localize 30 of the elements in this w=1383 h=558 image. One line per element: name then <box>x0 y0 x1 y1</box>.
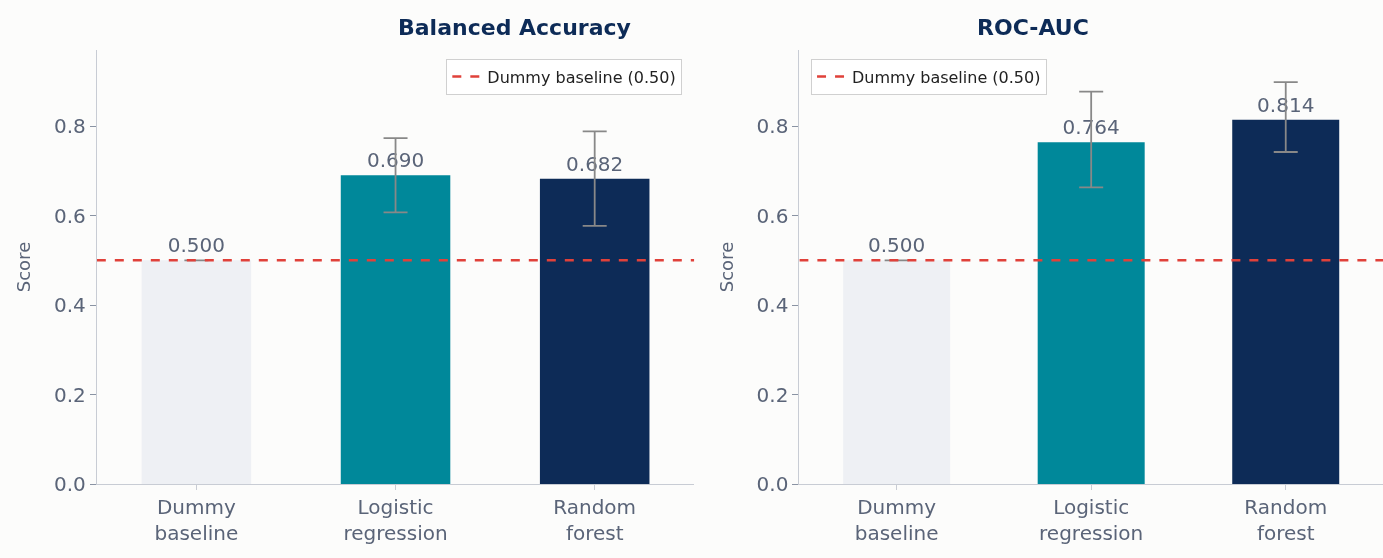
y-tick-label: 0.6 <box>54 203 86 228</box>
y-tick-label: 0.8 <box>54 114 86 139</box>
data-label: 0.500 <box>167 233 226 258</box>
bar <box>1037 142 1145 484</box>
bar <box>539 178 650 484</box>
x-tick-label: Logistic regression <box>343 495 448 545</box>
x-tick-label: Random forest <box>553 495 637 545</box>
x-tick-label: Random forest <box>1244 495 1328 545</box>
bar <box>843 260 951 484</box>
y-tick-label: 0.2 <box>756 382 789 407</box>
y-tick-label: 0.6 <box>756 203 789 228</box>
legend-label: Dummy baseline (0.50) <box>852 67 1041 87</box>
y-tick-label: 0.0 <box>54 472 86 496</box>
data-label: 0.500 <box>868 233 926 258</box>
legend-label: Dummy baseline (0.50) <box>487 67 676 87</box>
bar <box>141 260 252 484</box>
x-tick-label: Logistic regression <box>1039 495 1144 545</box>
x-tick-label: Dummy baseline <box>854 495 939 545</box>
y-tick-label: 0.4 <box>54 293 86 318</box>
x-tick-label: Dummy baseline <box>154 495 239 545</box>
y-tick-label: 0.8 <box>756 114 789 139</box>
bar <box>1232 119 1340 484</box>
bar <box>340 175 451 484</box>
y-tick-label: 0.0 <box>756 472 789 496</box>
y-axis-title: Score <box>715 241 737 293</box>
chart-title: ROC-AUC <box>977 15 1089 40</box>
y-axis-title: Score <box>13 241 35 293</box>
y-tick-label: 0.4 <box>756 293 789 318</box>
y-tick-label: 0.2 <box>54 382 86 407</box>
chart-title: Balanced Accuracy <box>398 15 631 40</box>
